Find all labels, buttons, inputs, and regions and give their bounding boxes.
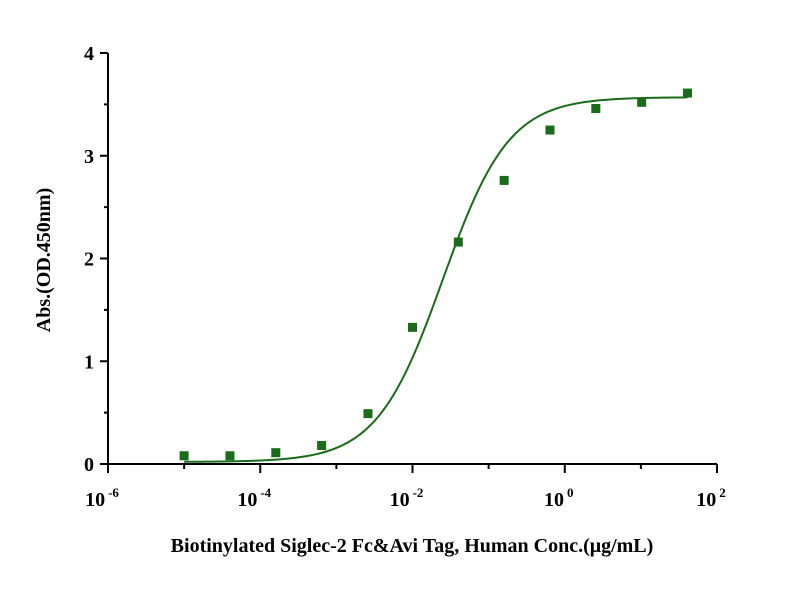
data-point (271, 448, 281, 458)
x-tick-exponent: 0 (567, 485, 574, 500)
data-point (179, 451, 189, 461)
data-point (545, 125, 555, 135)
data-point (363, 409, 373, 419)
y-tick-label: 3 (84, 146, 94, 168)
data-point (408, 322, 417, 332)
x-tick-exponent: -4 (260, 485, 271, 500)
y-tick-label: 1 (84, 351, 94, 373)
data-point (225, 451, 235, 461)
data-point (453, 237, 463, 247)
data-point (499, 175, 509, 185)
x-tick-label: 10 -6 (85, 485, 119, 511)
x-tick-label: 10 0 (544, 485, 574, 511)
x-tick-base: 10 (390, 489, 410, 511)
x-tick-exponent: -6 (108, 485, 119, 500)
y-tick-label: 0 (84, 454, 94, 476)
x-tick-label: 10 2 (696, 485, 726, 511)
x-tick-label: 10 -2 (390, 485, 424, 511)
x-tick-exponent: -2 (413, 485, 424, 500)
x-tick-base: 10 (85, 489, 105, 511)
data-points-layer (179, 88, 692, 461)
y-tick-label: 2 (84, 249, 94, 271)
x-tick-exponent: 2 (719, 485, 726, 500)
data-point (637, 97, 647, 107)
axes (107, 53, 717, 465)
data-point (317, 441, 327, 451)
y-axis-title: Abs.(OD.450nm) (33, 188, 55, 332)
x-tick-base: 10 (696, 489, 716, 511)
fit-curve-layer (184, 96, 688, 463)
data-point (682, 88, 692, 98)
data-point (591, 103, 601, 113)
x-tick-base: 10 (237, 489, 257, 511)
x-tick-label: 10 -4 (237, 485, 271, 511)
x-axis-title: Biotinylated Siglec-2 Fc&Avi Tag, Human … (171, 535, 654, 557)
fit-curve (184, 96, 688, 463)
y-tick-label: 4 (84, 43, 94, 65)
x-tick-base: 10 (544, 489, 564, 511)
